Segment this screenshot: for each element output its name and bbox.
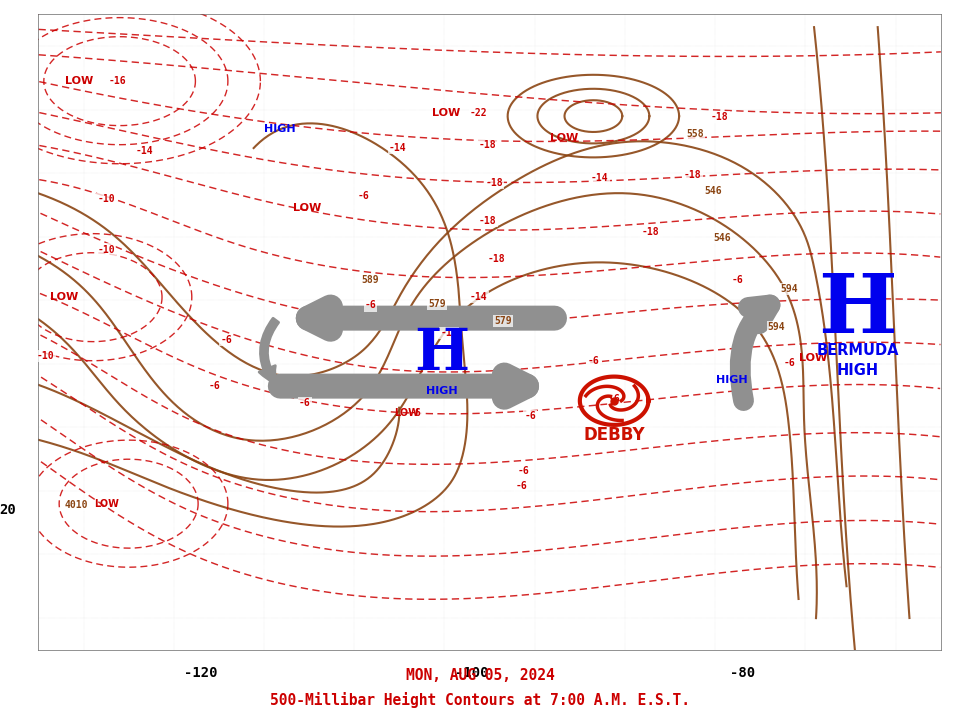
Text: -6: -6	[410, 409, 421, 419]
Text: HIGH: HIGH	[715, 375, 747, 385]
Text: -6: -6	[220, 335, 232, 344]
Text: -14: -14	[470, 292, 488, 303]
Text: LOW: LOW	[94, 499, 118, 509]
Text: 558: 558	[686, 129, 704, 139]
Text: DEBBY: DEBBY	[584, 426, 645, 444]
Text: -120: -120	[184, 666, 218, 679]
Text: -22: -22	[470, 108, 488, 118]
Text: -18: -18	[488, 254, 506, 264]
Text: -10: -10	[97, 245, 115, 255]
Text: LOW: LOW	[432, 108, 461, 118]
Text: -18: -18	[684, 170, 702, 180]
Text: LOW: LOW	[395, 409, 419, 419]
Text: HIGH: HIGH	[264, 123, 295, 134]
Text: LOW: LOW	[50, 292, 78, 303]
Text: LOW: LOW	[550, 134, 579, 144]
Text: -16: -16	[109, 76, 127, 86]
Text: 579: 579	[494, 316, 512, 326]
Text: -18: -18	[711, 113, 729, 122]
Text: -6: -6	[609, 393, 620, 404]
Text: -6: -6	[365, 300, 376, 310]
Text: -100: -100	[455, 666, 489, 679]
Text: 20: 20	[0, 503, 15, 517]
Text: 594: 594	[768, 322, 785, 332]
Text: LOW: LOW	[293, 203, 322, 213]
Text: MON, AUG 05, 2024: MON, AUG 05, 2024	[406, 668, 554, 682]
Text: -10: -10	[97, 193, 115, 204]
Text: 546: 546	[713, 233, 732, 243]
Text: -80: -80	[730, 666, 755, 679]
Text: BERMUDA
HIGH: BERMUDA HIGH	[817, 344, 899, 378]
Text: -18: -18	[479, 139, 496, 149]
Text: H: H	[819, 270, 898, 350]
Text: -14: -14	[389, 143, 406, 153]
Text: -6: -6	[732, 275, 744, 285]
Text: 594: 594	[780, 284, 798, 294]
Text: -6: -6	[299, 399, 310, 408]
Text: -18: -18	[486, 178, 503, 188]
Text: 579: 579	[428, 298, 446, 308]
Text: -10: -10	[36, 352, 55, 361]
Text: 4010: 4010	[64, 500, 88, 510]
Text: 546: 546	[705, 186, 722, 196]
Text: 500-Millibar Height Contours at 7:00 A.M. E.S.T.: 500-Millibar Height Contours at 7:00 A.M…	[270, 692, 690, 708]
Text: -14: -14	[136, 146, 154, 156]
Text: -6: -6	[588, 356, 599, 366]
Text: -6: -6	[516, 481, 527, 491]
Text: -6: -6	[357, 191, 370, 201]
Text: 589: 589	[362, 275, 379, 285]
Text: -10: -10	[441, 329, 458, 339]
Text: H: H	[414, 326, 469, 383]
Text: -6: -6	[783, 357, 795, 367]
Text: -6: -6	[208, 381, 220, 391]
Text: -18: -18	[641, 227, 659, 237]
Text: LOW: LOW	[65, 76, 93, 86]
Text: -18: -18	[479, 216, 496, 226]
Text: LOW: LOW	[799, 352, 827, 362]
Text: -6: -6	[524, 411, 536, 421]
Text: -14: -14	[591, 173, 609, 183]
Text: HIGH: HIGH	[426, 386, 458, 396]
Text: -6: -6	[518, 466, 530, 476]
